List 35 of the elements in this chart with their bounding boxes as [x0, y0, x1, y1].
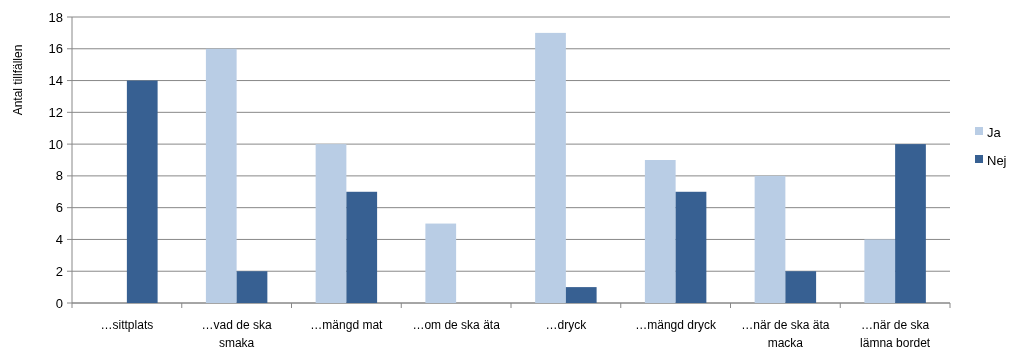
bar — [425, 223, 457, 303]
x-tick-label: …dryck — [545, 318, 588, 332]
y-tick-label: 16 — [48, 41, 63, 57]
bar — [754, 175, 786, 303]
y-tick-label: 18 — [48, 9, 63, 25]
bar — [565, 287, 597, 303]
x-tick-label: …mängd mat — [310, 318, 384, 332]
x-tick-label: …om de ska äta — [412, 318, 501, 332]
y-tick-label: 14 — [48, 73, 63, 89]
y-tick-label: 4 — [55, 231, 63, 247]
bar — [675, 191, 707, 303]
bar — [205, 48, 237, 303]
bar — [785, 271, 817, 303]
bar — [895, 144, 926, 303]
bar — [236, 271, 268, 303]
bar — [126, 80, 158, 303]
y-tick-label: 6 — [55, 200, 63, 216]
bar — [535, 32, 566, 303]
x-tick-label: …vad de ska smaka — [201, 318, 272, 350]
y-axis-title: Antal tillfällen — [11, 44, 25, 116]
bar — [315, 144, 347, 303]
y-tick-label: 2 — [55, 263, 63, 279]
x-tick-label: …när de ska lämna bordet — [860, 318, 931, 350]
y-tick-label: 0 — [55, 295, 63, 311]
bar — [864, 239, 896, 303]
bar — [644, 160, 676, 303]
legend-label: Ja — [987, 124, 1002, 140]
y-tick-label: 8 — [55, 168, 63, 184]
legend-label: Nej — [987, 152, 1007, 168]
y-tick-label: 10 — [48, 136, 63, 152]
x-tick-label: …när de ska äta macka — [741, 318, 830, 350]
bar — [346, 191, 378, 303]
x-tick-label: …mängd dryck — [635, 318, 717, 332]
y-tick-label: 12 — [48, 104, 63, 120]
x-tick-label: …sittplats — [100, 318, 154, 332]
